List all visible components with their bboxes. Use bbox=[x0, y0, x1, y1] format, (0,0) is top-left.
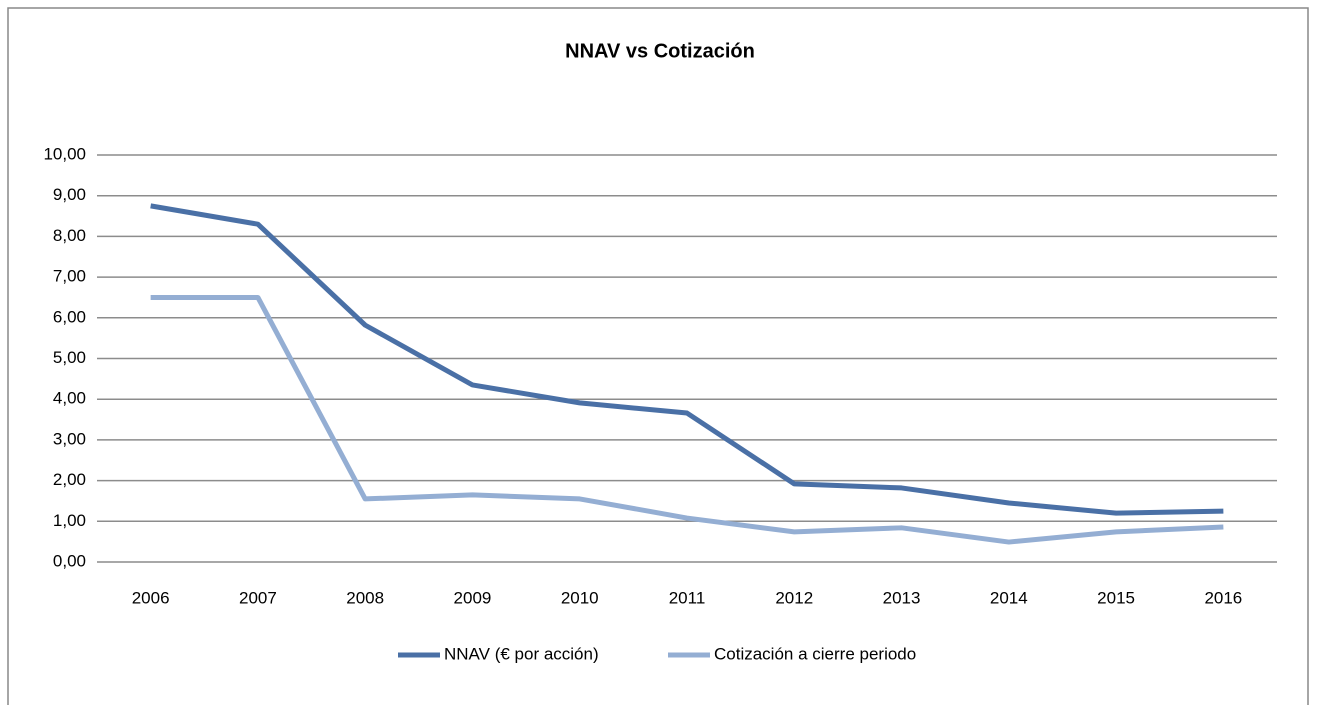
x-tick-label: 2009 bbox=[454, 588, 492, 607]
legend-label: NNAV (€ por acción) bbox=[444, 644, 599, 663]
y-tick-label: 1,00 bbox=[53, 511, 86, 530]
line-series bbox=[150, 294, 1224, 545]
chart-title: NNAV vs Cotización bbox=[565, 40, 755, 62]
y-tick-label: 8,00 bbox=[53, 226, 86, 245]
y-tick-label: 9,00 bbox=[53, 185, 86, 204]
x-tick-label: 2008 bbox=[346, 588, 384, 607]
x-tick-label: 2012 bbox=[775, 588, 813, 607]
chart-border bbox=[7, 7, 1309, 705]
y-tick-label: 4,00 bbox=[53, 389, 86, 408]
y-tick-label: 10,00 bbox=[43, 144, 86, 163]
y-tick-label: 3,00 bbox=[53, 429, 86, 448]
x-tick-label: 2013 bbox=[883, 588, 921, 607]
x-tick-label: 2011 bbox=[669, 588, 706, 607]
x-tick-label: 2014 bbox=[990, 588, 1028, 607]
y-tick-label: 2,00 bbox=[53, 470, 86, 489]
x-tick-label: 2006 bbox=[132, 588, 170, 607]
y-tick-label: 5,00 bbox=[53, 348, 86, 367]
x-tick-label: 2015 bbox=[1097, 588, 1135, 607]
x-tick-label: 2007 bbox=[239, 588, 277, 607]
y-tick-label: 0,00 bbox=[53, 551, 86, 570]
line-series bbox=[150, 203, 1224, 516]
x-tick-label: 2016 bbox=[1204, 588, 1242, 607]
y-tick-label: 6,00 bbox=[53, 307, 86, 326]
legend-label: Cotización a cierre periodo bbox=[714, 644, 916, 663]
y-tick-label: 7,00 bbox=[53, 267, 86, 286]
x-tick-label: 2010 bbox=[561, 588, 599, 607]
